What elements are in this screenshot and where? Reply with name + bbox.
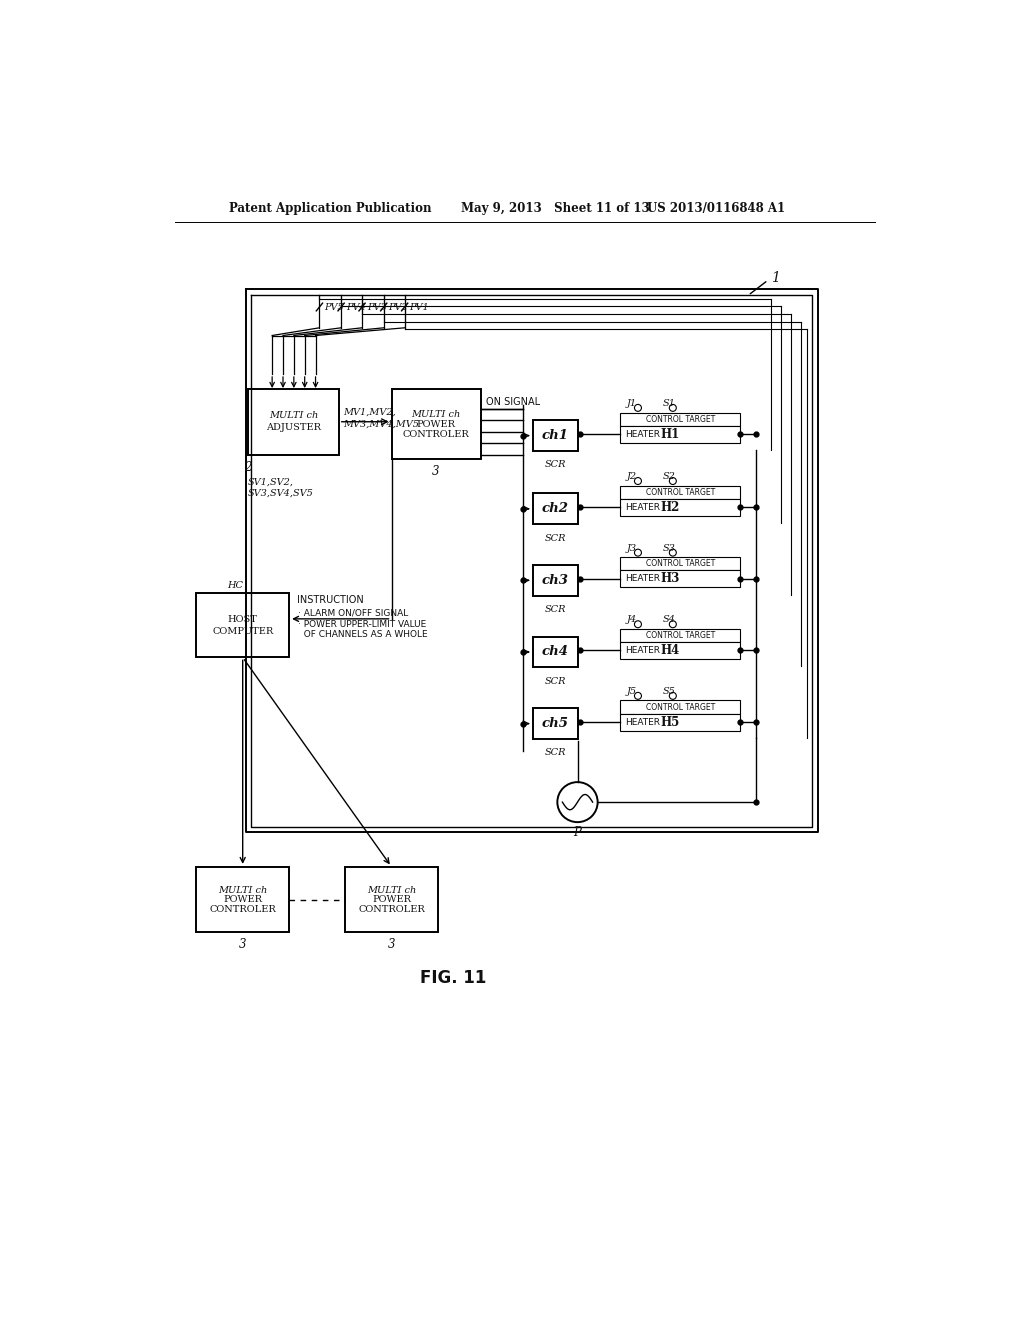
Text: HC: HC (227, 581, 243, 590)
Bar (621, 714, 740, 730)
Text: S5: S5 (663, 686, 676, 696)
Text: S4: S4 (663, 615, 676, 624)
Text: HEATER: HEATER (625, 574, 659, 583)
Text: SV1,SV2,: SV1,SV2, (248, 478, 294, 486)
Text: ch1: ch1 (542, 429, 568, 442)
Text: OF CHANNELS AS A WHOLE: OF CHANNELS AS A WHOLE (299, 630, 428, 639)
Text: MULTI ch: MULTI ch (412, 411, 461, 420)
Text: PV5: PV5 (324, 304, 344, 313)
Text: 3: 3 (388, 939, 395, 952)
Text: J1: J1 (627, 399, 637, 408)
Bar (621, 628, 740, 642)
Text: H4: H4 (660, 644, 680, 657)
Text: SV3,SV4,SV5: SV3,SV4,SV5 (248, 488, 314, 498)
Text: J4: J4 (627, 615, 637, 624)
Text: US 2013/0116848 A1: US 2013/0116848 A1 (647, 202, 785, 215)
Text: CONTROL TARGET: CONTROL TARGET (645, 487, 715, 496)
Text: CONTROL TARGET: CONTROL TARGET (645, 414, 715, 424)
Text: · ALARM ON/OFF SIGNAL: · ALARM ON/OFF SIGNAL (299, 609, 409, 618)
Text: MV1,MV2,: MV1,MV2, (343, 408, 395, 417)
Text: H2: H2 (660, 500, 680, 513)
Text: CONTROL TARGET: CONTROL TARGET (645, 560, 715, 569)
Text: POWER: POWER (417, 420, 456, 429)
Bar (391, 389, 480, 459)
Text: P: P (573, 826, 582, 840)
Text: HEATER: HEATER (625, 718, 659, 726)
Text: 3: 3 (432, 465, 440, 478)
Text: J3: J3 (627, 544, 637, 553)
Bar (621, 425, 740, 442)
Text: ADJUSTER: ADJUSTER (266, 422, 321, 432)
Bar (248, 389, 339, 455)
Text: FIG. 11: FIG. 11 (420, 969, 486, 987)
Text: · POWER UPPER-LIMIT VALUE: · POWER UPPER-LIMIT VALUE (299, 620, 427, 628)
Text: PV1: PV1 (410, 304, 429, 313)
Text: ON SIGNAL: ON SIGNAL (486, 397, 541, 407)
Text: SCR: SCR (545, 461, 566, 470)
Text: HEATER: HEATER (625, 503, 659, 512)
Text: J5: J5 (627, 686, 637, 696)
Bar (532, 494, 578, 524)
Bar (621, 499, 740, 516)
Text: S1: S1 (663, 399, 676, 408)
Bar (621, 642, 740, 659)
Text: 2: 2 (245, 461, 252, 474)
Text: CONTROLER: CONTROLER (358, 906, 425, 913)
Text: ch4: ch4 (542, 645, 568, 659)
Text: S2: S2 (663, 473, 676, 480)
Bar (621, 570, 740, 587)
Bar (345, 867, 438, 932)
Text: SCR: SCR (545, 748, 566, 758)
Text: INSTRUCTION: INSTRUCTION (297, 594, 364, 605)
Text: 1: 1 (771, 271, 780, 285)
Text: ch3: ch3 (542, 574, 568, 587)
Text: ch5: ch5 (542, 717, 568, 730)
Bar (197, 867, 289, 932)
Text: HEATER: HEATER (625, 429, 659, 438)
Text: Patent Application Publication: Patent Application Publication (228, 202, 431, 215)
Text: CONTROLER: CONTROLER (402, 429, 469, 438)
Text: HEATER: HEATER (625, 645, 659, 655)
Text: CONTROL TARGET: CONTROL TARGET (645, 631, 715, 640)
Text: MULTI ch: MULTI ch (218, 886, 267, 895)
Text: CONTROL TARGET: CONTROL TARGET (645, 702, 715, 711)
Bar (532, 708, 578, 739)
Text: POWER: POWER (372, 895, 411, 904)
Text: MULTI ch: MULTI ch (367, 886, 416, 895)
Text: MULTI ch: MULTI ch (269, 411, 318, 420)
Text: CONTROLER: CONTROLER (209, 906, 276, 913)
Text: 3: 3 (239, 939, 247, 952)
Text: HOST: HOST (227, 615, 258, 624)
Text: SCR: SCR (545, 605, 566, 614)
Text: May 9, 2013   Sheet 11 of 13: May 9, 2013 Sheet 11 of 13 (461, 202, 650, 215)
Text: SCR: SCR (545, 533, 566, 543)
Bar (621, 413, 740, 425)
Text: PV4: PV4 (346, 304, 366, 313)
Bar (197, 594, 289, 657)
Bar (621, 701, 740, 714)
Text: H3: H3 (660, 573, 680, 585)
Text: MV3,MV4,MV5: MV3,MV4,MV5 (343, 420, 419, 429)
Text: H1: H1 (660, 428, 680, 441)
Text: PV2: PV2 (388, 304, 409, 313)
Text: PV3: PV3 (367, 304, 386, 313)
Text: COMPUTER: COMPUTER (212, 627, 273, 636)
Bar (532, 420, 578, 451)
Text: POWER: POWER (223, 895, 262, 904)
Text: SCR: SCR (545, 677, 566, 685)
Text: S3: S3 (663, 544, 676, 553)
Text: J2: J2 (627, 473, 637, 480)
Bar (621, 486, 740, 499)
Bar (532, 565, 578, 595)
Bar (621, 557, 740, 570)
Text: H5: H5 (660, 715, 680, 729)
Bar (532, 636, 578, 668)
Text: ch2: ch2 (542, 502, 568, 515)
